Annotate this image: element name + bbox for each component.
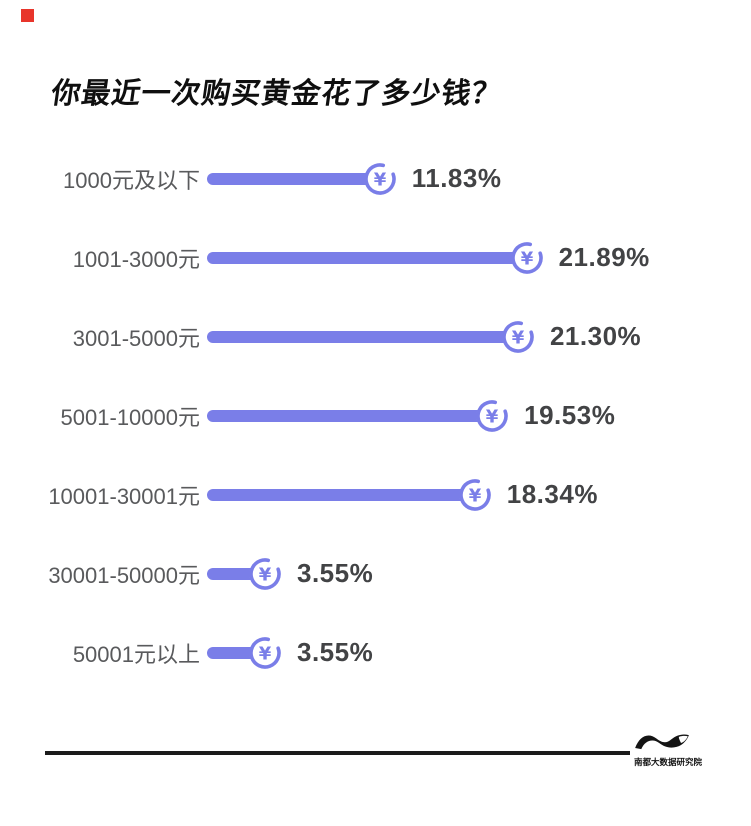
svg-text:¥: ¥ <box>259 564 272 585</box>
value-label: 11.83% <box>411 163 502 193</box>
yen-coin-icon: ¥ <box>476 399 508 432</box>
svg-text:¥: ¥ <box>259 643 272 664</box>
svg-text:¥: ¥ <box>520 248 533 269</box>
bar-row: 30001-50000元 ¥3.55% <box>0 534 751 613</box>
category-label: 50001元以上 <box>72 641 200 667</box>
category-label: 1000元及以下 <box>63 167 200 193</box>
bar-row: 10001-30001元 ¥18.34% <box>0 455 751 534</box>
svg-text:¥: ¥ <box>468 485 481 506</box>
bar-row: 50001元以上 ¥3.55% <box>0 613 751 692</box>
bar-row: 5001-10000元 ¥19.53% <box>0 376 751 455</box>
category-label: 1001-3000元 <box>72 246 200 272</box>
brand-logo: 南都大数据研究院 <box>634 731 744 768</box>
bar <box>207 172 380 185</box>
svg-text:¥: ¥ <box>486 406 499 427</box>
value-label: 21.30% <box>549 321 642 351</box>
svg-text:¥: ¥ <box>373 169 386 190</box>
yen-coin-icon: ¥ <box>363 162 396 195</box>
bar-row: 1000元及以下 ¥11.83% <box>0 139 751 218</box>
bar-row: 1001-3000元 ¥21.89% <box>0 218 751 297</box>
bar <box>207 330 518 343</box>
footer-divider <box>45 751 630 755</box>
category-label: 10001-30001元 <box>48 483 200 509</box>
bar-chart: 1000元及以下 ¥11.83% 1001-3000元 ¥21.89% 3001-500… <box>0 139 751 692</box>
yen-coin-icon: ¥ <box>502 320 534 353</box>
bar <box>207 409 493 422</box>
category-label: 3001-5000元 <box>72 325 200 351</box>
category-label: 5001-10000元 <box>60 404 200 430</box>
yen-coin-icon: ¥ <box>249 557 281 590</box>
bar <box>207 251 527 264</box>
value-label: 19.53% <box>524 400 616 430</box>
value-label: 3.55% <box>297 637 374 667</box>
value-label: 18.34% <box>506 479 598 509</box>
bar-row: 3001-5000元 ¥21.30% <box>0 297 751 376</box>
yen-coin-icon: ¥ <box>249 636 281 669</box>
yen-coin-icon: ¥ <box>458 478 491 511</box>
svg-text:¥: ¥ <box>512 327 525 348</box>
bar <box>207 488 475 501</box>
value-label: 3.55% <box>297 558 374 588</box>
yen-coin-icon: ¥ <box>510 241 543 274</box>
chart-title: 你最近一次购买黄金花了多少钱？ <box>49 78 504 110</box>
category-label: 30001-50000元 <box>48 562 200 588</box>
value-label: 21.89% <box>558 242 650 272</box>
red-square-decoration <box>21 9 34 22</box>
wave-logo-icon <box>635 734 689 750</box>
brand-name: 南都大数据研究院 <box>634 757 703 767</box>
